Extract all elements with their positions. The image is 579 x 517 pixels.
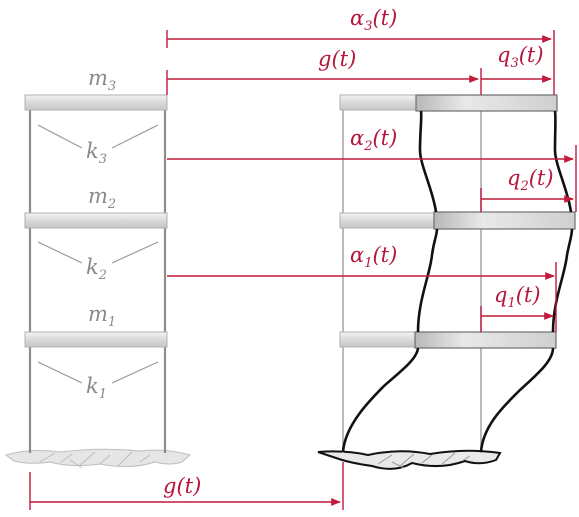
mass-label-m2: m2 [88, 184, 116, 212]
deformed-column-left [341, 110, 439, 453]
left-frame: m3 m2 m1 k3 k2 k1 [4, 66, 192, 469]
alpha1-label: α1(t) [350, 243, 397, 271]
mass-label-m1: m1 [88, 302, 116, 330]
spring-k1-symbol [37, 361, 159, 384]
alpha3-label: α3(t) [350, 6, 397, 34]
left-slab-3 [24, 94, 168, 111]
alpha2-label: α2(t) [350, 126, 397, 154]
ghost-slab-3 [339, 94, 421, 111]
left-slab-1 [24, 331, 168, 348]
spring-k2-symbol [37, 241, 159, 264]
right-frame [317, 94, 576, 470]
deformed-slab-1 [414, 331, 557, 349]
deformed-slab-2 [433, 211, 576, 230]
spring-label-k3: k3 [86, 139, 107, 167]
right-ground [317, 449, 502, 470]
left-ground-hatch [39, 451, 151, 469]
spring-label-k2: k2 [86, 255, 107, 283]
q1-label: q1(t) [494, 283, 541, 311]
deformed-slab-3 [415, 94, 558, 112]
deformed-column-right [479, 110, 574, 453]
spring-k3-symbol [37, 124, 159, 149]
g-top-label: g(t) [318, 47, 356, 71]
mass-label-m3: m3 [88, 66, 116, 94]
spring-label-k1: k1 [86, 374, 107, 402]
displacement-annotations: α3(t) g(t) q3(t) α2(t) q2(t) α1(t) [29, 6, 577, 510]
g-bottom-label: g(t) [163, 474, 201, 498]
ghost-slab-2 [339, 212, 441, 229]
right-ground-hatch [377, 452, 471, 469]
q3-label: q3(t) [497, 43, 544, 71]
ghost-slab-1 [339, 331, 421, 348]
q2-label: q2(t) [507, 166, 554, 194]
left-ground [4, 448, 192, 468]
left-slab-2 [24, 212, 168, 229]
